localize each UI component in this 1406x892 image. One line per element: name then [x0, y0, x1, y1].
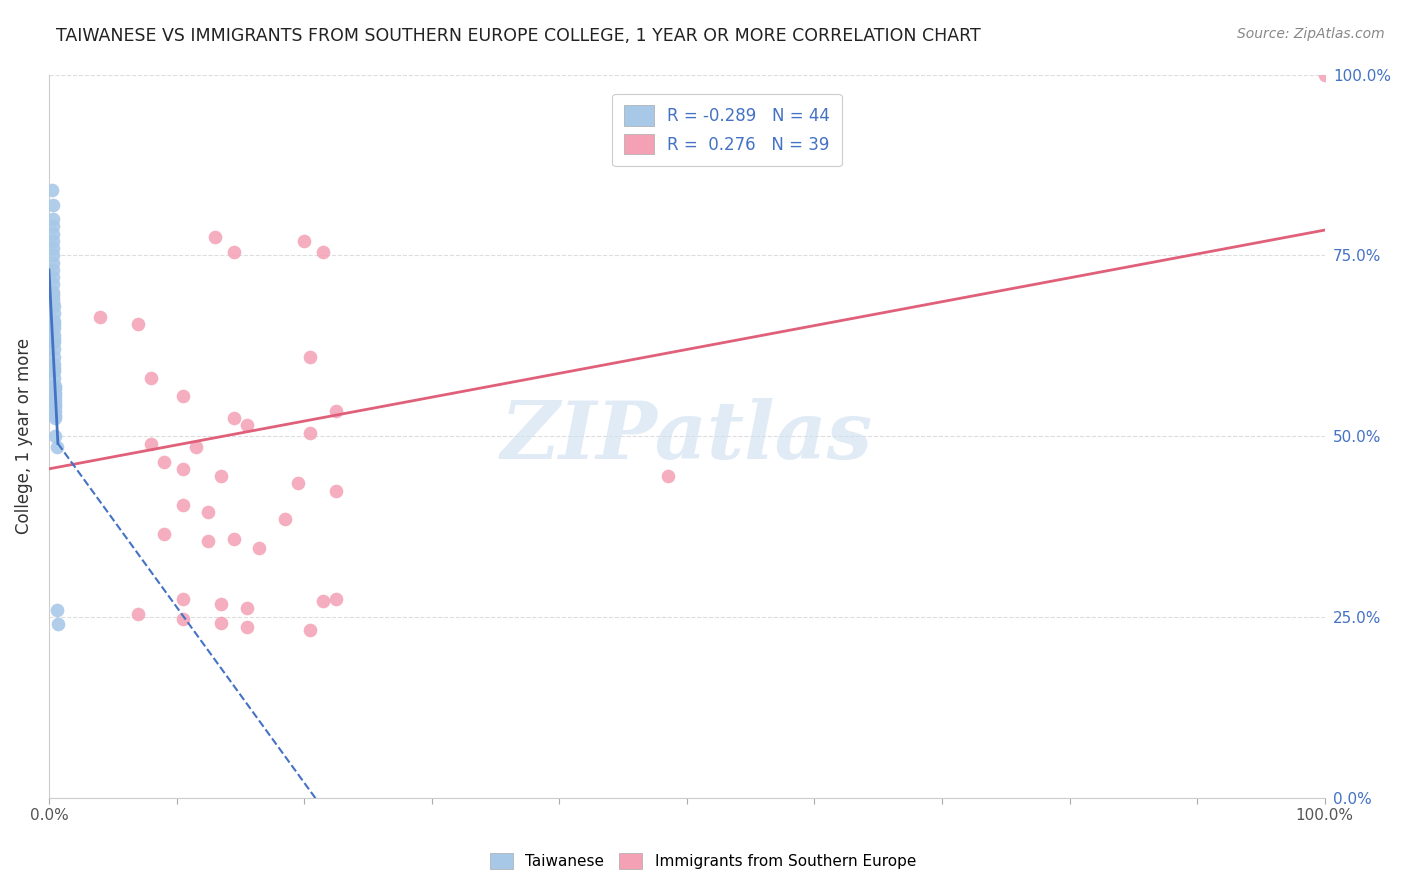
Point [44, 397, 66, 411]
Point [45, 440, 67, 454]
Point [44, 390, 66, 404]
Point [325, 592, 347, 607]
Point [42, 270, 65, 285]
Point [299, 350, 322, 364]
Point [42, 343, 65, 357]
Point [657, 469, 679, 483]
Point [184, 440, 207, 454]
Text: TAIWANESE VS IMMIGRANTS FROM SOUTHERN EUROPE COLLEGE, 1 YEAR OR MORE CORRELATION: TAIWANESE VS IMMIGRANTS FROM SOUTHERN EU… [56, 27, 981, 45]
Point [325, 483, 347, 498]
Point [287, 476, 309, 491]
Point [127, 607, 149, 622]
Point [42, 350, 65, 364]
Point [312, 244, 335, 259]
Point [299, 624, 322, 638]
Point [42, 299, 65, 313]
Point [222, 244, 245, 259]
Legend: Taiwanese, Immigrants from Southern Europe: Taiwanese, Immigrants from Southern Euro… [484, 847, 922, 875]
Text: ZIPatlas: ZIPatlas [501, 398, 873, 475]
Point [209, 615, 232, 630]
Point [292, 234, 315, 248]
Point [44, 382, 66, 396]
Point [42, 306, 65, 320]
Point [127, 317, 149, 331]
Point [209, 469, 232, 483]
Point [42, 248, 65, 262]
Point [152, 527, 174, 541]
Point [42, 234, 65, 248]
Point [42, 227, 65, 241]
Point [42, 219, 65, 234]
Point [209, 597, 232, 611]
Point [42, 288, 65, 302]
Point [222, 532, 245, 546]
Point [42, 364, 65, 378]
Point [1313, 68, 1336, 82]
Point [44, 401, 66, 415]
Point [235, 418, 257, 433]
Point [42, 277, 65, 292]
Point [42, 357, 65, 371]
Point [42, 241, 65, 255]
Point [42, 292, 65, 306]
Point [172, 462, 194, 476]
Point [249, 541, 271, 556]
Point [42, 198, 65, 212]
Point [299, 425, 322, 440]
Point [42, 317, 65, 331]
Point [152, 455, 174, 469]
Point [325, 404, 347, 418]
Point [41, 183, 63, 197]
Point [44, 408, 66, 422]
Point [45, 603, 67, 617]
Point [172, 612, 194, 626]
Point [42, 285, 65, 299]
Point [139, 371, 162, 385]
Text: Source: ZipAtlas.com: Source: ZipAtlas.com [1237, 27, 1385, 41]
Point [89, 310, 111, 324]
Point [235, 601, 257, 615]
Point [172, 592, 194, 607]
Point [42, 332, 65, 346]
Point [172, 390, 194, 404]
Point [44, 404, 66, 418]
Point [42, 295, 65, 310]
Point [42, 320, 65, 334]
Point [139, 436, 162, 450]
Legend: R = -0.289   N = 44, R =  0.276   N = 39: R = -0.289 N = 44, R = 0.276 N = 39 [612, 94, 842, 166]
Point [42, 313, 65, 327]
Point [235, 620, 257, 634]
Point [42, 263, 65, 277]
Point [42, 335, 65, 350]
Point [44, 393, 66, 408]
Point [42, 255, 65, 269]
Point [312, 594, 335, 608]
Point [44, 429, 66, 443]
Point [274, 512, 297, 526]
Point [42, 371, 65, 385]
Point [204, 230, 226, 244]
Point [44, 385, 66, 400]
Point [42, 360, 65, 375]
Point [42, 212, 65, 227]
Point [44, 378, 66, 392]
Point [42, 328, 65, 343]
Point [172, 498, 194, 512]
Point [197, 505, 219, 519]
Point [44, 411, 66, 425]
Point [197, 534, 219, 549]
Y-axis label: College, 1 year or more: College, 1 year or more [15, 338, 32, 534]
Point [222, 411, 245, 425]
Point [46, 617, 69, 632]
